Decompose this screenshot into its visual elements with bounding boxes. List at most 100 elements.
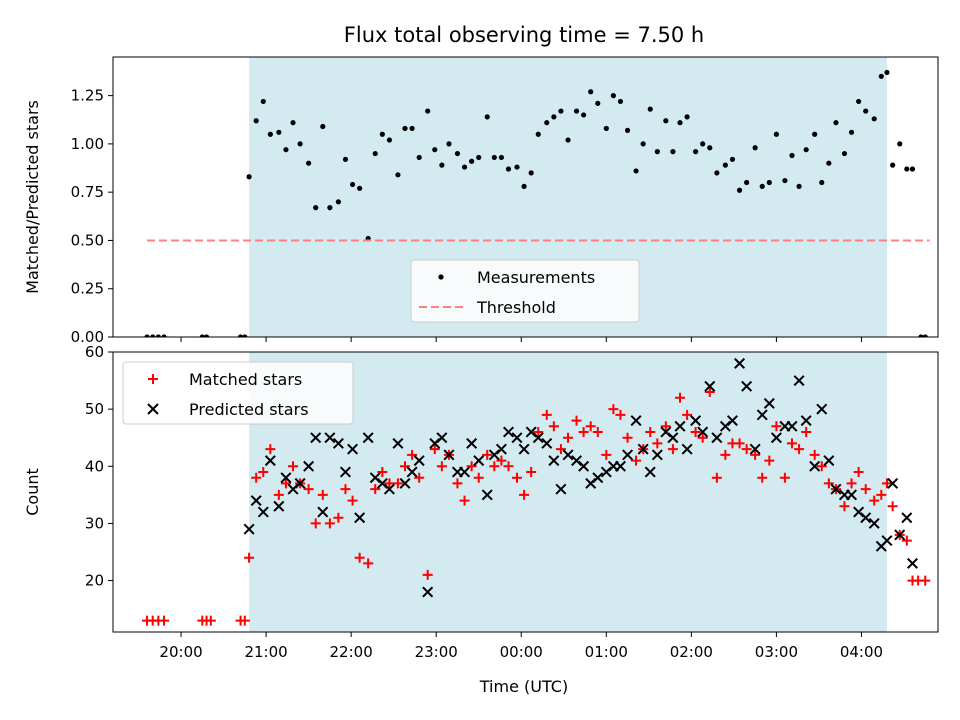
data-point <box>264 455 276 467</box>
legend-box <box>410 259 640 323</box>
data-point <box>833 120 839 126</box>
data-point <box>340 484 351 495</box>
data-point <box>392 437 404 449</box>
data-point <box>909 166 916 172</box>
data-point <box>722 162 728 168</box>
legend-marker <box>147 403 159 415</box>
data-point <box>511 472 522 483</box>
data-point <box>555 444 566 455</box>
data-point <box>466 437 478 449</box>
data-point <box>846 489 858 501</box>
data-point <box>667 444 678 455</box>
data-point <box>918 334 924 337</box>
data-point <box>521 183 527 189</box>
data-point <box>871 116 877 122</box>
data-point <box>558 108 564 114</box>
data-point <box>578 427 589 437</box>
data-point <box>409 125 415 132</box>
data-point <box>734 357 746 369</box>
data-point <box>630 415 642 427</box>
legend-label: Threshold <box>476 298 556 317</box>
data-point <box>402 125 408 132</box>
data-point <box>830 483 842 495</box>
data-point <box>244 552 255 563</box>
data-point <box>535 131 541 137</box>
data-point <box>573 108 580 114</box>
data-point <box>667 432 679 444</box>
data-point <box>544 120 550 126</box>
data-point <box>614 460 626 472</box>
data-point <box>443 449 455 461</box>
data-point <box>548 421 559 432</box>
y-tick-label: 20 <box>85 572 104 590</box>
data-point <box>707 145 713 151</box>
data-point <box>159 615 170 626</box>
data-point <box>422 586 434 598</box>
data-point <box>452 478 463 489</box>
bottom-panel: 20 30 40 50 60 20:00 21:00 22:00 23:00 00:00 01:00… <box>23 343 939 661</box>
y-tick-label: 0.25 <box>71 280 104 298</box>
data-point <box>294 477 306 489</box>
data-point <box>868 517 880 529</box>
data-point <box>413 455 425 467</box>
data-point <box>770 432 782 444</box>
data-point <box>384 478 395 489</box>
data-point <box>514 164 520 170</box>
data-point <box>429 444 440 455</box>
data-point <box>853 467 864 477</box>
data-point <box>324 518 335 529</box>
data-point <box>310 432 322 444</box>
data-point <box>801 427 812 437</box>
data-point <box>720 449 731 460</box>
data-point <box>841 150 848 157</box>
data-point <box>339 466 351 478</box>
data-point <box>342 156 349 162</box>
data-point <box>155 334 161 337</box>
data-point <box>481 489 493 501</box>
data-point <box>335 199 341 205</box>
data-point <box>161 334 167 337</box>
observing-window-band <box>249 352 887 632</box>
data-point <box>518 443 530 455</box>
data-point <box>750 449 761 460</box>
data-point <box>362 432 374 444</box>
data-point <box>682 409 693 420</box>
data-point <box>406 466 418 478</box>
data-point <box>848 129 855 135</box>
data-point <box>756 409 768 421</box>
data-point <box>565 137 571 143</box>
data-point <box>150 334 156 337</box>
data-point <box>491 154 497 161</box>
legend-box <box>122 361 354 425</box>
x-tick-label: 20:00 <box>159 643 202 661</box>
data-point <box>528 170 534 176</box>
data-point <box>779 472 790 483</box>
data-point <box>592 472 604 484</box>
data-point <box>595 100 601 106</box>
data-point <box>317 489 328 500</box>
data-point <box>897 141 903 147</box>
data-point <box>856 98 862 105</box>
data-point <box>894 529 906 541</box>
x-tick-label: 03:00 <box>755 643 798 661</box>
plot-area <box>144 69 930 337</box>
data-point <box>288 461 299 472</box>
data-point <box>631 455 642 466</box>
data-point <box>496 455 507 466</box>
data-point <box>414 472 425 483</box>
data-point <box>422 569 433 580</box>
data-point <box>332 437 344 449</box>
data-point <box>283 147 289 153</box>
data-point <box>741 444 752 455</box>
data-point <box>280 472 292 484</box>
data-point <box>809 460 821 472</box>
x-axis-label: Time (UTC) <box>479 677 568 696</box>
data-point <box>459 466 471 478</box>
data-point <box>615 409 626 420</box>
data-point <box>473 455 485 467</box>
data-point <box>603 125 609 132</box>
data-point <box>622 432 633 443</box>
y-tick-label: 50 <box>85 400 104 418</box>
data-point <box>432 147 438 153</box>
data-point <box>901 535 912 546</box>
